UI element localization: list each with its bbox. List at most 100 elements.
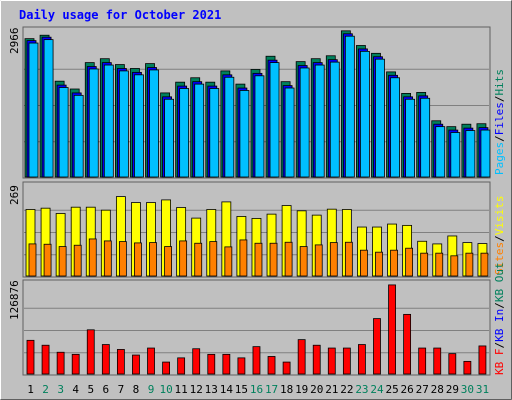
pages-bar bbox=[118, 70, 129, 178]
sites-bar bbox=[103, 240, 112, 277]
pages-bar bbox=[465, 130, 476, 178]
sites-bar bbox=[73, 244, 82, 277]
kbytes-bar bbox=[56, 351, 65, 375]
pages-bar bbox=[344, 35, 355, 178]
kbytes-bar bbox=[403, 313, 412, 375]
x-tick-label: 14 bbox=[220, 383, 234, 396]
x-tick-label: 15 bbox=[235, 383, 248, 396]
chart-title: Daily usage for October 2021 bbox=[19, 8, 221, 22]
kbytes-bar bbox=[147, 347, 155, 375]
sites-bar bbox=[239, 239, 248, 277]
sites-bar bbox=[179, 240, 188, 277]
kbytes-bar bbox=[101, 344, 110, 375]
sites-bar bbox=[329, 242, 338, 277]
x-tick-label: 29 bbox=[446, 383, 459, 396]
x-tick-label: 4 bbox=[72, 383, 79, 396]
sites-bar bbox=[269, 242, 278, 277]
x-tick-label: 3 bbox=[57, 383, 64, 396]
x-tick-label: 1 bbox=[27, 383, 34, 396]
kbytes-bar bbox=[116, 349, 125, 375]
pages-bar bbox=[314, 64, 325, 178]
pages-bar bbox=[284, 87, 295, 178]
legend-hits: Hits bbox=[493, 69, 506, 96]
sites-bar bbox=[149, 242, 157, 277]
sites-bar bbox=[375, 251, 383, 277]
legend-kb-f: KB F bbox=[493, 349, 506, 376]
kbytes-bar bbox=[327, 347, 336, 375]
sites-bar bbox=[344, 241, 353, 277]
legend-kb-out: KB Out bbox=[493, 262, 506, 302]
pages-bar bbox=[390, 77, 400, 178]
x-tick-label: 26 bbox=[401, 383, 414, 396]
bottom-legend: KB F/KB In/KB Out bbox=[493, 262, 506, 375]
pages-bar bbox=[164, 98, 174, 178]
pages-bar bbox=[209, 88, 220, 178]
bar-layer bbox=[24, 30, 491, 375]
kbytes-bar bbox=[373, 318, 381, 375]
pages-bar bbox=[360, 50, 370, 178]
sites-bar bbox=[43, 243, 52, 277]
kbytes-bar bbox=[358, 344, 366, 375]
kbytes-bar bbox=[177, 357, 186, 375]
pages-bar bbox=[103, 64, 114, 178]
pages-bar bbox=[269, 62, 280, 178]
pages-bar bbox=[28, 42, 39, 178]
svg-text:Sites/Visits: Sites/Visits bbox=[493, 196, 506, 276]
legend-separator: / bbox=[493, 342, 506, 349]
kbytes-bar bbox=[463, 360, 472, 375]
x-tick-label: 23 bbox=[355, 383, 368, 396]
legend-kb-in: KB In bbox=[493, 309, 506, 342]
legend-sites: Sites bbox=[493, 242, 506, 275]
kbytes-bar bbox=[388, 284, 396, 375]
legend-separator: / bbox=[493, 135, 506, 142]
kbytes-bar bbox=[252, 346, 261, 375]
kbytes-bar bbox=[433, 347, 442, 375]
kbytes-bar bbox=[237, 357, 246, 375]
sites-bar bbox=[450, 255, 459, 277]
pages-bar bbox=[450, 132, 461, 178]
top-legend: Pages/Files/Hits bbox=[493, 69, 506, 175]
legend-files: Files bbox=[493, 102, 506, 135]
pages-bar bbox=[43, 39, 54, 178]
x-tick-label: 25 bbox=[385, 383, 398, 396]
sites-bar bbox=[435, 252, 444, 277]
sites-bar bbox=[28, 243, 37, 277]
x-tick-label: 19 bbox=[295, 383, 308, 396]
x-tick-label: 5 bbox=[87, 383, 94, 396]
x-tick-label: 18 bbox=[280, 383, 293, 396]
legend-pages: Pages bbox=[493, 142, 506, 175]
legend-separator: / bbox=[493, 235, 506, 242]
sites-bar bbox=[224, 246, 233, 277]
kbytes-bar bbox=[342, 347, 351, 375]
legend-separator: / bbox=[493, 96, 506, 103]
sites-bar bbox=[360, 249, 368, 277]
sites-bar bbox=[405, 247, 414, 277]
kbytes-bar bbox=[71, 353, 80, 375]
x-tick-label: 13 bbox=[205, 383, 218, 396]
kbytes-bar bbox=[312, 344, 321, 375]
middle-legend: Sites/Visits bbox=[493, 196, 506, 276]
top-y-max-label: 2966 bbox=[8, 28, 21, 55]
sites-bar bbox=[480, 252, 489, 277]
pages-bar bbox=[149, 69, 159, 178]
pages-bar bbox=[405, 98, 416, 178]
kbytes-bar bbox=[192, 348, 201, 375]
x-tick-label: 17 bbox=[265, 383, 278, 396]
kbytes-bar bbox=[86, 329, 95, 375]
sites-bar bbox=[88, 238, 97, 277]
pages-bar bbox=[329, 61, 340, 178]
pages-bar bbox=[299, 67, 310, 178]
x-tick-label: 10 bbox=[159, 383, 172, 396]
kbytes-bar bbox=[282, 361, 291, 375]
pages-bar bbox=[420, 97, 431, 178]
pages-bar bbox=[239, 90, 250, 178]
sites-bar bbox=[118, 241, 127, 277]
sites-bar bbox=[194, 242, 203, 277]
pages-bar bbox=[179, 88, 190, 178]
x-tick-label: 11 bbox=[175, 383, 188, 396]
kbytes-bar bbox=[162, 361, 170, 375]
x-tick-label: 16 bbox=[250, 383, 263, 396]
x-tick-label: 20 bbox=[310, 383, 323, 396]
x-tick-label: 27 bbox=[416, 383, 429, 396]
